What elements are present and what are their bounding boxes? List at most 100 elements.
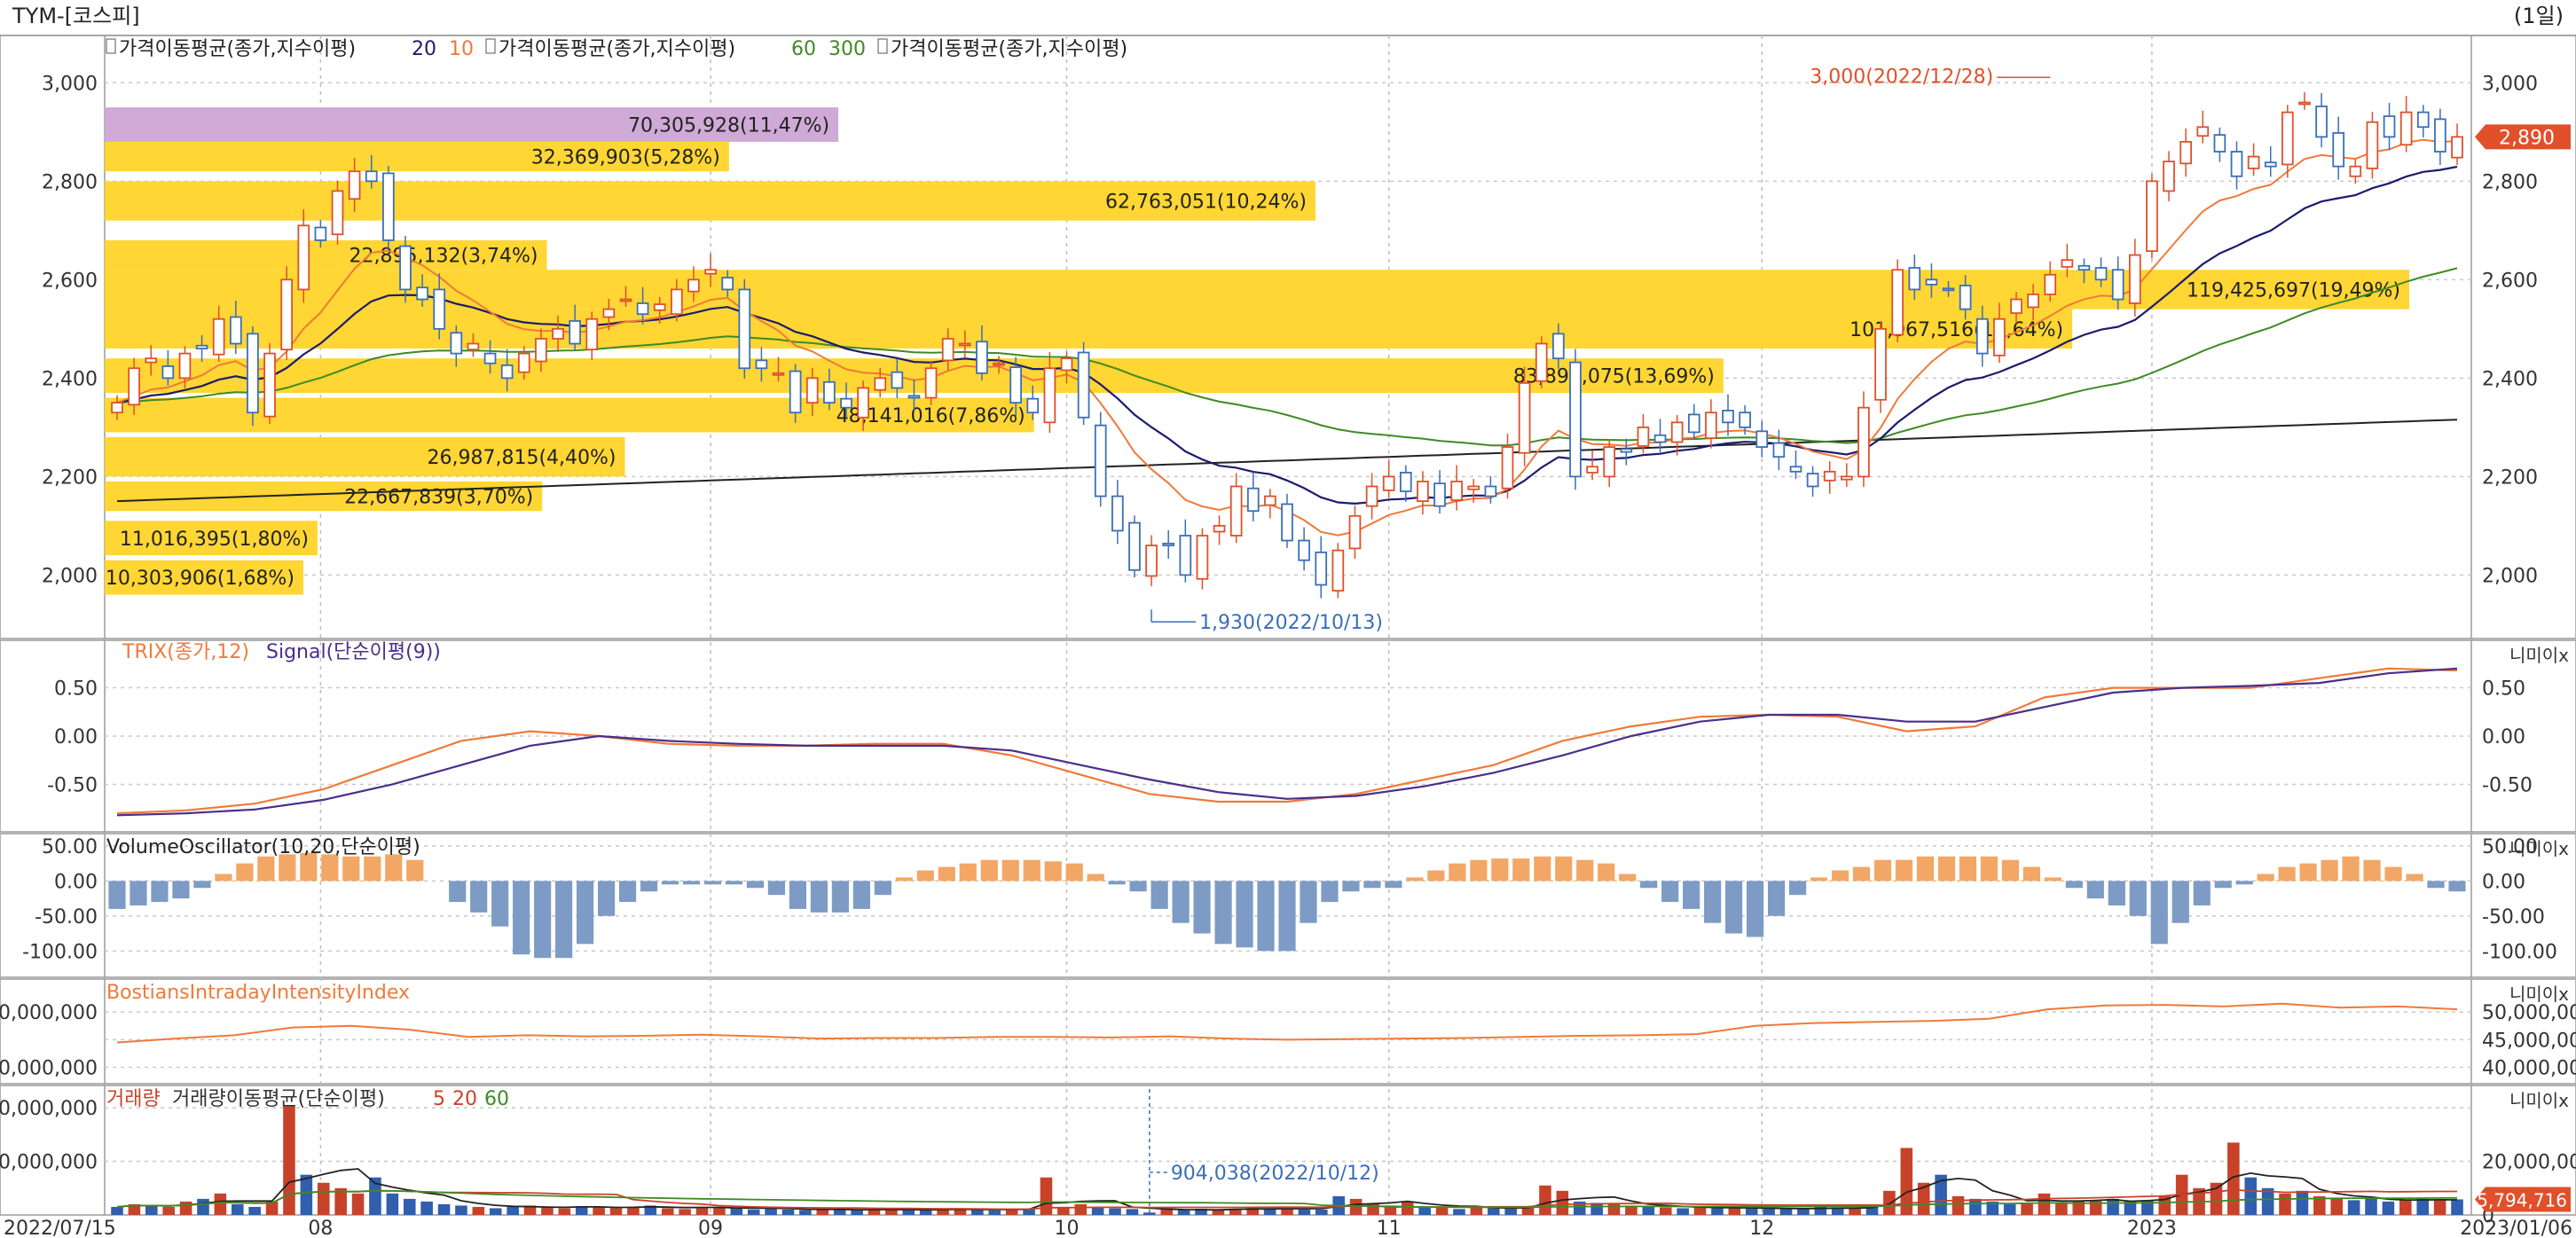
vol-ytick-left: 20,000,000 bbox=[0, 1152, 98, 1174]
candle-body bbox=[1246, 487, 1260, 513]
x-start-label: 2022/07/15 bbox=[4, 1218, 116, 1238]
signal-line bbox=[116, 667, 2458, 817]
volume-profile-bar bbox=[105, 181, 1315, 221]
volume-bar bbox=[1917, 1182, 1930, 1215]
bii-legend: BostiansIntradayIntensityIndex bbox=[106, 982, 410, 1004]
vo-bar bbox=[2001, 859, 2019, 881]
vo-bar bbox=[1087, 874, 1104, 881]
vo-bar bbox=[2065, 881, 2083, 889]
panel-border-bii bbox=[0, 978, 2576, 1085]
vo-bar bbox=[831, 881, 849, 913]
vo-bar bbox=[2150, 881, 2168, 944]
vo-bar bbox=[449, 881, 467, 903]
candle-body bbox=[704, 269, 717, 275]
vo-bar bbox=[1172, 881, 1190, 923]
candle-body bbox=[2298, 101, 2311, 106]
volume-bar bbox=[1470, 1206, 1483, 1215]
volume-bar bbox=[334, 1187, 347, 1215]
volume-bar bbox=[523, 1205, 537, 1215]
chart-title: TYM-[코스피] bbox=[12, 4, 140, 28]
vo-bar bbox=[810, 881, 828, 913]
candle-body bbox=[1586, 466, 1598, 474]
vo-bar bbox=[1363, 881, 1381, 889]
volume-ma-line bbox=[116, 1188, 2457, 1211]
candle-body bbox=[399, 245, 412, 291]
candle-body bbox=[433, 288, 446, 330]
candle-layer bbox=[111, 91, 2463, 599]
candle-body bbox=[1111, 495, 1124, 532]
candle-body bbox=[636, 302, 649, 316]
candle-body bbox=[1264, 495, 1276, 506]
candle-body bbox=[1755, 430, 1769, 448]
vo-bar bbox=[513, 881, 530, 955]
volume-bar bbox=[902, 1210, 915, 1215]
vo-bar bbox=[151, 881, 169, 903]
volume-bar bbox=[2244, 1177, 2258, 1215]
candle-body bbox=[1535, 342, 1548, 382]
vo-bar bbox=[1873, 859, 1892, 881]
volume-bar bbox=[1281, 1208, 1293, 1215]
volume-bar bbox=[713, 1206, 726, 1215]
last-volume-label: 5,794,716 bbox=[2477, 1189, 2567, 1211]
volume-bar bbox=[1298, 1209, 1311, 1215]
vo-bar bbox=[1555, 856, 1573, 881]
volume-bar bbox=[2382, 1201, 2395, 1215]
vo-bar bbox=[852, 881, 870, 909]
volume-bar bbox=[954, 1208, 967, 1215]
vo-bar bbox=[618, 881, 637, 903]
candle-body bbox=[772, 372, 785, 376]
candle-body bbox=[280, 278, 293, 351]
volume-bar bbox=[1349, 1198, 1363, 1215]
vo-ytick-right: -50.00 bbox=[2482, 906, 2545, 928]
candle-body bbox=[993, 362, 1005, 366]
candle-body bbox=[1569, 361, 1582, 478]
vo-bar bbox=[2086, 881, 2104, 899]
candle-body bbox=[2230, 151, 2243, 177]
candle-body bbox=[1993, 317, 2006, 357]
vo-bar bbox=[108, 881, 126, 909]
candle-body bbox=[500, 364, 514, 380]
month-label: 12 bbox=[1749, 1218, 1774, 1238]
candle-body bbox=[1975, 317, 1989, 355]
vo-bar bbox=[2129, 881, 2147, 916]
vo-bar bbox=[406, 859, 424, 881]
candle-body bbox=[1722, 410, 1734, 424]
volume-bar bbox=[1177, 1210, 1190, 1215]
candle-body bbox=[1433, 482, 1446, 507]
vo-bar bbox=[1980, 856, 1998, 881]
vo-bar bbox=[682, 881, 701, 885]
vo-bar bbox=[980, 859, 998, 881]
volume-bar bbox=[403, 1198, 416, 1215]
candle-body bbox=[416, 286, 428, 301]
candle-body bbox=[1874, 327, 1887, 401]
candle-body bbox=[1823, 470, 1836, 482]
vo-ytick-left: 50.00 bbox=[42, 836, 98, 858]
volume-bar bbox=[1074, 1203, 1088, 1215]
vo-bar bbox=[1959, 856, 1977, 881]
vo-bar bbox=[491, 881, 509, 927]
volume-bar bbox=[1556, 1190, 1569, 1215]
month-label: 2023 bbox=[2127, 1218, 2177, 1238]
candle-body bbox=[1094, 424, 1107, 498]
vo-bar bbox=[1214, 881, 1232, 944]
trix-ytick-right: -0.50 bbox=[2482, 774, 2533, 796]
candle-body bbox=[789, 370, 802, 414]
volume-bar bbox=[781, 1209, 795, 1215]
candle-body bbox=[2213, 134, 2227, 153]
volume-profile-label: 32,369,903(5,28%) bbox=[531, 147, 720, 169]
volume-bar bbox=[558, 1208, 571, 1215]
vo-bar bbox=[2172, 881, 2189, 923]
price-ytick-right: 2,400 bbox=[2482, 368, 2538, 390]
candle-body bbox=[1009, 366, 1022, 404]
volume-bar bbox=[1126, 1209, 1139, 1215]
vo-bar bbox=[1810, 877, 1828, 881]
volume-bar bbox=[1745, 1208, 1758, 1215]
candle-body bbox=[602, 308, 616, 318]
bii-line bbox=[116, 1002, 2458, 1044]
vo-bar bbox=[2299, 863, 2317, 881]
candle-body bbox=[1417, 481, 1429, 503]
volume-bar bbox=[816, 1209, 829, 1215]
vo-bar bbox=[1640, 881, 1658, 889]
price-ytick-right: 2,200 bbox=[2482, 466, 2538, 489]
candle-body bbox=[1653, 434, 1667, 443]
